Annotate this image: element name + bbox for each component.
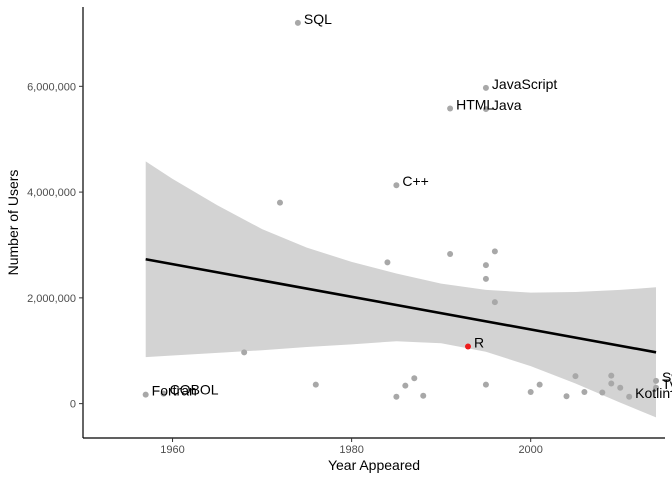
data-point (482, 381, 489, 388)
data-point (482, 275, 489, 282)
point-label: TypeScript (662, 376, 672, 392)
data-point (411, 375, 418, 382)
data-point (653, 377, 660, 384)
data-point (142, 391, 149, 398)
data-point (294, 19, 301, 26)
y-tick-label: 0 (70, 399, 76, 411)
point-label: Java (492, 97, 522, 113)
y-tick-label: 4,000,000 (27, 187, 76, 199)
data-point (393, 393, 400, 400)
data-point (384, 259, 391, 266)
x-tick-label: 2000 (518, 444, 542, 456)
data-point (447, 105, 454, 112)
data-point (312, 381, 319, 388)
trend-line (145, 257, 657, 354)
data-point (482, 262, 489, 269)
x-tick-label: 1980 (339, 444, 363, 456)
data-point (241, 349, 248, 356)
y-axis-ticks: 0 2,000,000 4,000,000 6,000,000 (27, 81, 83, 411)
point-label: Kotlin (635, 385, 670, 401)
data-point (402, 382, 409, 389)
data-point (527, 388, 534, 395)
data-point (626, 393, 633, 400)
data-point (536, 381, 543, 388)
point-label: Fortran (152, 383, 197, 399)
confidence-band (145, 161, 656, 418)
data-point (653, 384, 660, 391)
point-label: HTML (456, 97, 494, 113)
point-label: Swift (662, 369, 672, 385)
data-point (420, 392, 427, 399)
y-tick-label: 6,000,000 (27, 81, 76, 93)
data-point (599, 389, 606, 396)
point-label: SQL (304, 11, 332, 27)
data-point (276, 199, 283, 206)
data-point (393, 182, 400, 189)
data-point (563, 393, 570, 400)
data-point (608, 380, 615, 387)
x-tick-label: 1960 (160, 444, 184, 456)
data-point (608, 372, 615, 379)
data-point (447, 250, 454, 257)
point-label: COBOL (170, 382, 219, 398)
x-axis-title: Year Appeared (328, 457, 420, 473)
point-label: R (474, 335, 484, 351)
data-point (572, 373, 579, 380)
point-label: C++ (402, 173, 428, 189)
points-layer (142, 19, 660, 400)
data-point (617, 384, 624, 391)
data-point (482, 84, 489, 91)
data-point (491, 248, 498, 255)
data-point (482, 106, 489, 113)
highlight-point (465, 343, 472, 350)
y-axis-title: Number of Users (5, 170, 21, 276)
x-axis-ticks: 1960 1980 2000 (160, 438, 543, 456)
data-point (491, 299, 498, 306)
trend-line-layer (145, 257, 657, 354)
y-tick-label: 2,000,000 (27, 293, 76, 305)
data-point (160, 390, 167, 397)
point-label: JavaScript (492, 76, 557, 92)
data-point (581, 388, 588, 395)
confidence-band-layer (145, 161, 656, 418)
